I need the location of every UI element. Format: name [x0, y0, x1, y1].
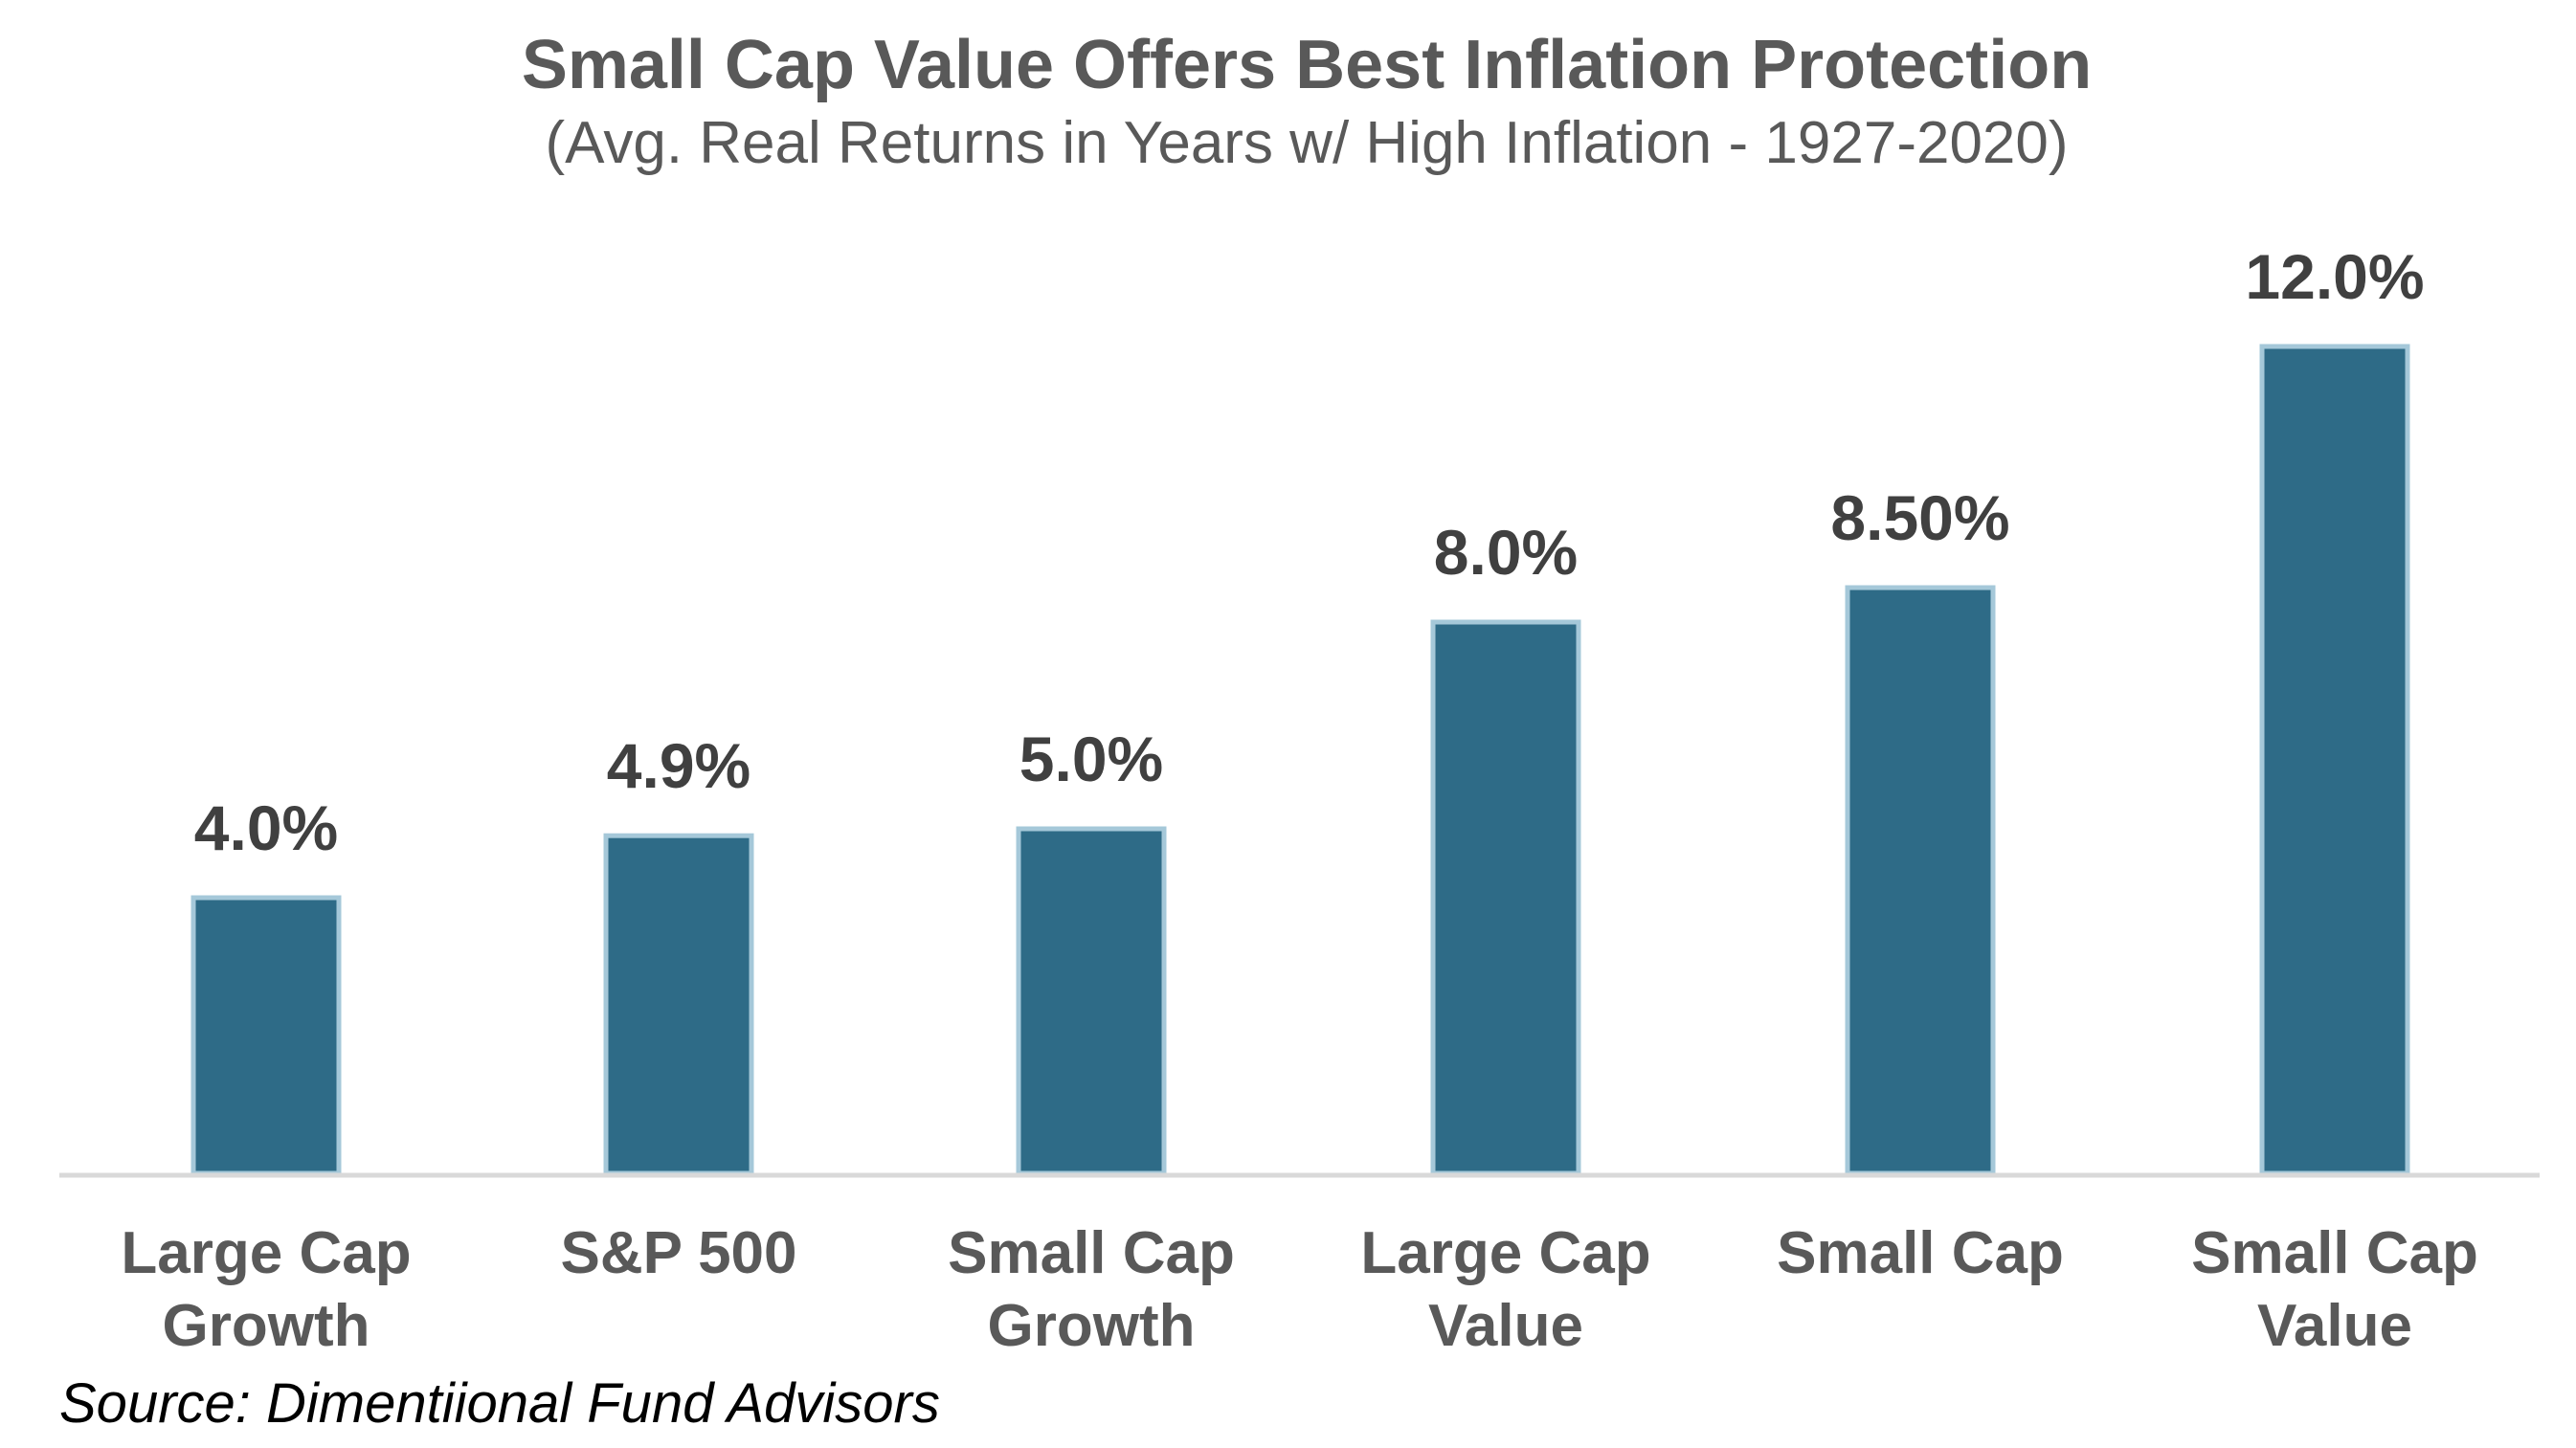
- x-tick-label: Small Cap: [1777, 1220, 2064, 1286]
- source-note: Source: Dimentiional Fund Advisors: [59, 1372, 940, 1435]
- x-tick-label: S&P 500: [560, 1220, 796, 1286]
- x-tick-label: Growth: [988, 1293, 1196, 1359]
- data-label: 4.9%: [607, 730, 750, 801]
- bar: [2259, 344, 2410, 1176]
- chart-subtitle: (Avg. Real Returns in Years w/ High Infl…: [545, 110, 2068, 176]
- x-tick-label: Small Cap: [948, 1220, 1235, 1286]
- bar: [603, 833, 754, 1176]
- x-tick-label: Small Cap: [2191, 1220, 2478, 1286]
- data-label: 5.0%: [1019, 724, 1163, 794]
- data-label: 12.0%: [2245, 241, 2424, 312]
- data-label: 4.0%: [194, 792, 338, 863]
- bar: [1430, 619, 1581, 1176]
- x-tick-label: Large Cap: [1360, 1220, 1650, 1286]
- bar: [1016, 826, 1167, 1176]
- bar: [190, 895, 342, 1176]
- data-label: 8.0%: [1434, 517, 1578, 588]
- x-tick-label: Value: [1428, 1293, 1583, 1359]
- bar: [1845, 585, 1996, 1176]
- x-tick-label: Value: [2257, 1293, 2412, 1359]
- x-tick-label: Growth: [163, 1293, 370, 1359]
- x-tick-label: Large Cap: [121, 1220, 411, 1286]
- chart-title: Small Cap Value Offers Best Inflation Pr…: [522, 27, 2092, 103]
- data-label: 8.50%: [1830, 482, 2009, 553]
